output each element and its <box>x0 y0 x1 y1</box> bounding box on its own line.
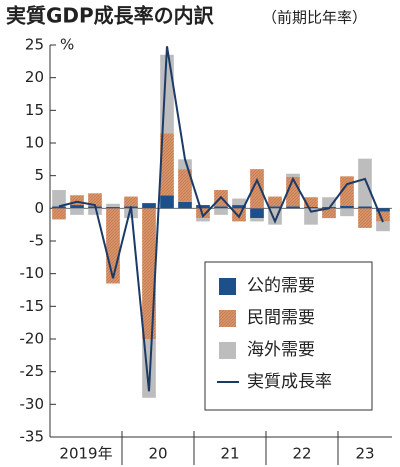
bar <box>52 206 66 209</box>
y-tick-label: 20 <box>25 68 44 86</box>
y-tick-label: -5 <box>29 232 44 250</box>
y-tick-label: -35 <box>20 428 45 446</box>
legend-label: 海外需要 <box>247 340 315 360</box>
bar <box>106 207 120 209</box>
bar <box>196 218 210 222</box>
y-tick-label: 15 <box>25 101 44 119</box>
legend-swatch <box>219 278 236 295</box>
bar <box>106 208 120 284</box>
bar <box>160 133 174 196</box>
bar <box>304 207 318 209</box>
legend-label: 民間需要 <box>247 308 315 328</box>
x-tick-label: 22 <box>292 445 311 463</box>
bar <box>70 208 84 215</box>
y-tick-label: -25 <box>20 362 45 380</box>
bar <box>232 205 246 209</box>
bar <box>178 159 192 170</box>
bar <box>358 158 372 207</box>
bar <box>304 197 318 208</box>
legend-label: 実質成長率 <box>247 372 332 392</box>
x-tick-label: 23 <box>355 445 374 463</box>
bar <box>142 203 156 209</box>
bar <box>214 206 228 209</box>
bar <box>286 173 300 177</box>
bar <box>70 205 84 209</box>
bar <box>250 169 264 209</box>
bar <box>52 190 66 207</box>
bar <box>160 195 174 209</box>
bar <box>124 196 138 207</box>
y-tick-label: 0 <box>34 199 44 217</box>
bar <box>268 196 282 207</box>
legend-label: 公的需要 <box>247 276 315 296</box>
y-unit: % <box>60 36 74 54</box>
bar <box>70 195 84 206</box>
bar <box>340 205 354 209</box>
bar <box>376 221 390 232</box>
y-tick-label: 10 <box>25 134 44 152</box>
y-tick-label: -10 <box>20 264 45 282</box>
bar <box>358 206 372 209</box>
x-tick-label: 20 <box>148 445 167 463</box>
bar <box>196 205 210 209</box>
bar <box>322 208 336 219</box>
bar <box>142 208 156 339</box>
y-tick-label: -30 <box>20 395 45 413</box>
legend-swatch <box>219 310 236 327</box>
y-tick-label: -15 <box>20 297 45 315</box>
bar <box>376 211 390 222</box>
x-tick-label: 2019年 <box>59 445 112 463</box>
bar <box>178 201 192 209</box>
bar <box>358 208 372 228</box>
bar <box>88 193 102 207</box>
bar <box>322 197 336 208</box>
bar <box>268 206 282 209</box>
bar <box>376 208 390 212</box>
bar <box>304 208 318 225</box>
y-tick-label: 25 <box>25 36 44 54</box>
line <box>58 46 384 392</box>
legend-swatch <box>219 342 236 359</box>
bar <box>52 208 66 220</box>
y-tick-label: -20 <box>20 330 45 348</box>
bar <box>178 169 192 202</box>
bar <box>286 206 300 209</box>
x-tick-label: 21 <box>220 445 239 463</box>
bar <box>106 203 120 208</box>
chart-title: 実質GDP成長率の内訳 <box>6 4 215 28</box>
bar <box>214 208 228 215</box>
bar <box>250 208 264 219</box>
y-tick-label: 5 <box>34 166 44 184</box>
bar <box>88 208 102 215</box>
bar <box>250 218 264 222</box>
chart-subtitle: （前期比年率） <box>262 9 367 27</box>
bar <box>340 208 354 217</box>
bar <box>232 198 246 206</box>
